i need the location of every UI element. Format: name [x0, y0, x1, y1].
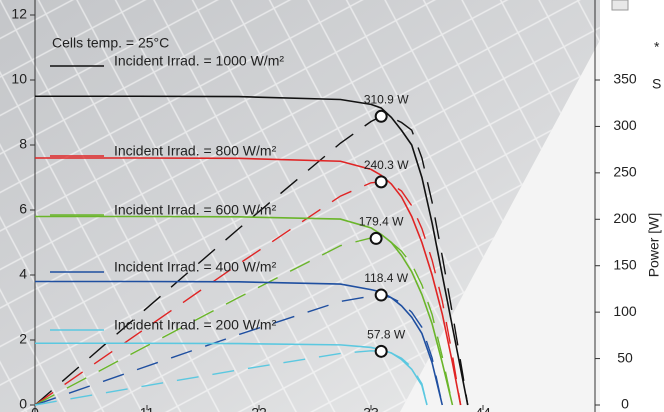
- y2-tick-label: 350: [613, 71, 637, 87]
- current-curve: [35, 95, 469, 406]
- peak-label: 240.3 W: [364, 158, 409, 172]
- power-curve: [34, 115, 469, 406]
- y-tick-label: 2: [19, 331, 27, 347]
- side-text: *: [654, 39, 660, 55]
- y-tick-label: 12: [11, 6, 27, 22]
- peak-label: 57.8 W: [367, 328, 406, 342]
- y2-tick-label: 100: [613, 303, 637, 319]
- peak-marker: [374, 109, 388, 123]
- y2-tick-label: 0: [621, 396, 629, 412]
- y2-tick-label: 150: [613, 256, 637, 272]
- peak-label: 118.4 W: [364, 271, 408, 285]
- y-tick-label: 4: [19, 266, 27, 282]
- y2-tick-label: 200: [613, 210, 637, 226]
- peak-marker: [374, 288, 388, 302]
- x-tick-label: 33: [363, 405, 379, 412]
- legend-label: Incident Irrad. = 600 W/m²: [114, 202, 277, 218]
- peak-label: 179.4 W: [359, 215, 404, 229]
- legend-label: Incident Irrad. = 200 W/m²: [114, 317, 277, 333]
- x-tick-label: 0: [31, 405, 39, 412]
- y2-tick-label: 250: [613, 164, 637, 180]
- current-curve: [35, 157, 462, 406]
- legend-label: Incident Irrad. = 400 W/m²: [114, 259, 277, 275]
- x-tick-label: 11: [140, 405, 155, 412]
- y-tick-label: 8: [19, 136, 27, 152]
- legend-label: Incident Irrad. = 800 W/m²: [114, 143, 277, 159]
- y-tick-label: 10: [11, 71, 27, 87]
- x-tick-label: 22: [251, 405, 267, 412]
- y2-tick-label: 300: [613, 117, 637, 133]
- side-box: [611, 0, 629, 11]
- peak-marker: [374, 175, 388, 189]
- x-tick-label: 44: [475, 405, 491, 412]
- peak-marker: [369, 231, 383, 245]
- peak-label: 310.9 W: [364, 92, 409, 106]
- side-text: S: [652, 76, 661, 92]
- y2-axis-label: Power [W]: [646, 213, 662, 278]
- annotation: Cells temp. = 25°C: [52, 35, 169, 51]
- panel-edge: [400, 40, 600, 412]
- y2-tick-label: 50: [617, 349, 633, 365]
- power-curve: [34, 181, 462, 406]
- power-curve: [34, 237, 454, 406]
- y-tick-label: 0: [19, 396, 27, 412]
- legend-label: Incident Irrad. = 1000 W/m²: [114, 53, 284, 69]
- panel-texture: [0, 0, 600, 412]
- y-tick-label: 6: [19, 201, 27, 217]
- peak-marker: [374, 344, 388, 358]
